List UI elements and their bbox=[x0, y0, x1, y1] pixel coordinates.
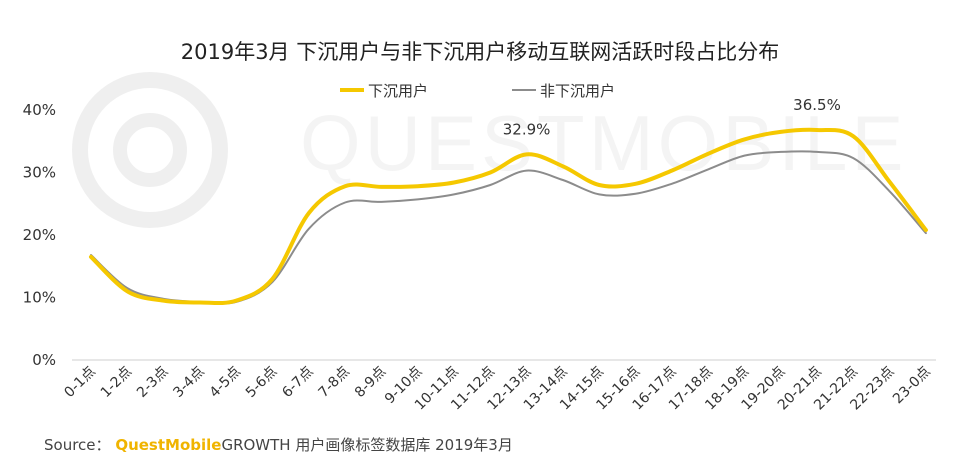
legend-label-series-0: 下沉用户 bbox=[368, 82, 428, 100]
watermark bbox=[72, 72, 228, 228]
x-tick-label: 1-2点 bbox=[98, 364, 135, 401]
y-tick-label: 30% bbox=[23, 164, 56, 182]
source-suffix: GROWTH 用户画像标签数据库 2019年3月 bbox=[221, 436, 513, 454]
data-labels: 32.9% 36.5% bbox=[503, 96, 841, 138]
y-tick-label: 0% bbox=[32, 351, 56, 369]
data-label: 36.5% bbox=[793, 96, 841, 114]
series-lines bbox=[89, 127, 928, 306]
x-tick-label: 23-0点 bbox=[890, 364, 934, 408]
x-tick-label: 6-7点 bbox=[279, 364, 316, 401]
series-line-0 bbox=[89, 127, 928, 306]
chart-title: 2019年3月 下沉用户与非下沉用户移动互联网活跃时段占比分布 bbox=[180, 40, 780, 64]
x-tick-label: 5-6点 bbox=[243, 364, 280, 401]
source-brand: QuestMobile bbox=[115, 436, 222, 454]
x-tick-label: 3-4点 bbox=[170, 364, 207, 401]
legend: 下沉用户 非下沉用户 bbox=[340, 82, 615, 100]
y-axis: 0% 10% 20% 30% 40% bbox=[23, 101, 56, 369]
y-tick-label: 20% bbox=[23, 226, 56, 244]
x-tick-label: 0-1点 bbox=[61, 364, 98, 401]
watermark-text: QUESTMOBILE bbox=[300, 99, 907, 187]
data-label: 32.9% bbox=[503, 120, 551, 138]
source-prefix: Source： bbox=[44, 436, 111, 454]
source-line: Source： QuestMobileGROWTH 用户画像标签数据库 2019… bbox=[44, 434, 513, 455]
legend-label-series-1: 非下沉用户 bbox=[540, 82, 615, 100]
x-tick-label: 7-8点 bbox=[316, 364, 353, 401]
y-tick-label: 40% bbox=[23, 101, 56, 119]
x-axis: 0-1点1-2点2-3点3-4点4-5点5-6点6-7点7-8点8-9点9-10… bbox=[61, 364, 933, 414]
x-tick-label: 2-3点 bbox=[134, 364, 171, 401]
y-tick-label: 10% bbox=[23, 289, 56, 307]
x-tick-label: 4-5点 bbox=[207, 364, 244, 401]
